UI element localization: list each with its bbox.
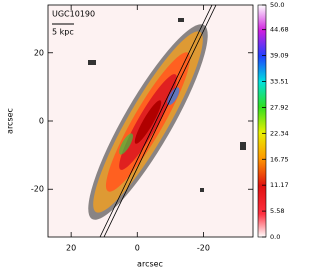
colorbar-tick-label: 11.17 — [270, 181, 289, 189]
y-tick-label: 0 — [39, 117, 44, 126]
colorbar-tick-label: 27.92 — [270, 103, 289, 111]
colorbar-tick-label: 44.68 — [270, 26, 289, 34]
colorbar-tick-label: 16.75 — [270, 155, 289, 163]
x-tick-label: 0 — [135, 244, 140, 253]
y-tick-label: -20 — [31, 185, 44, 194]
colorbar-tick-label: 22.34 — [270, 129, 289, 137]
colorbar-tick-label: 50.0 — [270, 1, 284, 9]
chart: UGC10190 5 kpc arcsec arcsec 20 0 -20 -20 0 2… — [6, 1, 289, 269]
colorbar-tick-label: 0.0 — [270, 233, 280, 241]
colorbar — [257, 4, 267, 238]
y-tick-label: 20 — [34, 48, 44, 57]
x-tick-label: 20 — [66, 244, 76, 253]
x-axis-label: arcsec — [137, 260, 163, 269]
x-tick-label: -20 — [197, 244, 210, 253]
scale-label: 5 kpc — [52, 28, 74, 37]
colorbar-tick-label: 33.51 — [270, 78, 289, 86]
galaxy-map — [88, 5, 246, 237]
colorbar-tick-label: 39.09 — [270, 52, 289, 60]
y-axis-label: arcsec — [6, 108, 15, 134]
colorbar-tick-label: 5.58 — [270, 207, 284, 215]
chart-title: UGC10190 — [52, 10, 95, 19]
